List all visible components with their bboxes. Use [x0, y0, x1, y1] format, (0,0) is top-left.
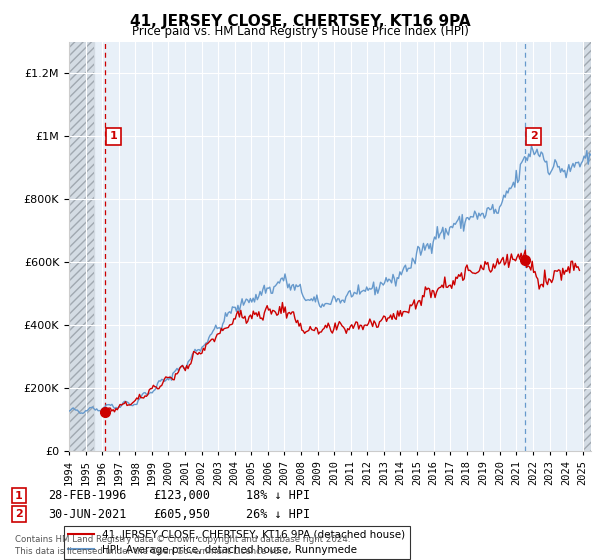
Bar: [583, 42, 591, 451]
Text: Contains HM Land Registry data © Crown copyright and database right 2024.
This d: Contains HM Land Registry data © Crown c…: [15, 535, 350, 556]
Bar: [69, 42, 94, 451]
Text: Price paid vs. HM Land Registry's House Price Index (HPI): Price paid vs. HM Land Registry's House …: [131, 25, 469, 38]
Text: 2: 2: [15, 509, 23, 519]
Text: 28-FEB-1996: 28-FEB-1996: [48, 489, 127, 502]
Text: 18% ↓ HPI: 18% ↓ HPI: [246, 489, 310, 502]
Text: 1: 1: [110, 132, 118, 141]
Text: 2: 2: [530, 132, 538, 141]
Text: 26% ↓ HPI: 26% ↓ HPI: [246, 507, 310, 521]
Bar: [69, 42, 94, 451]
Text: £123,000: £123,000: [153, 489, 210, 502]
Text: 1: 1: [15, 491, 23, 501]
Text: £605,950: £605,950: [153, 507, 210, 521]
Bar: [583, 42, 591, 451]
Text: 30-JUN-2021: 30-JUN-2021: [48, 507, 127, 521]
Legend: 41, JERSEY CLOSE, CHERTSEY, KT16 9PA (detached house), HPI: Average price, detac: 41, JERSEY CLOSE, CHERTSEY, KT16 9PA (de…: [64, 525, 410, 559]
Text: 41, JERSEY CLOSE, CHERTSEY, KT16 9PA: 41, JERSEY CLOSE, CHERTSEY, KT16 9PA: [130, 14, 470, 29]
